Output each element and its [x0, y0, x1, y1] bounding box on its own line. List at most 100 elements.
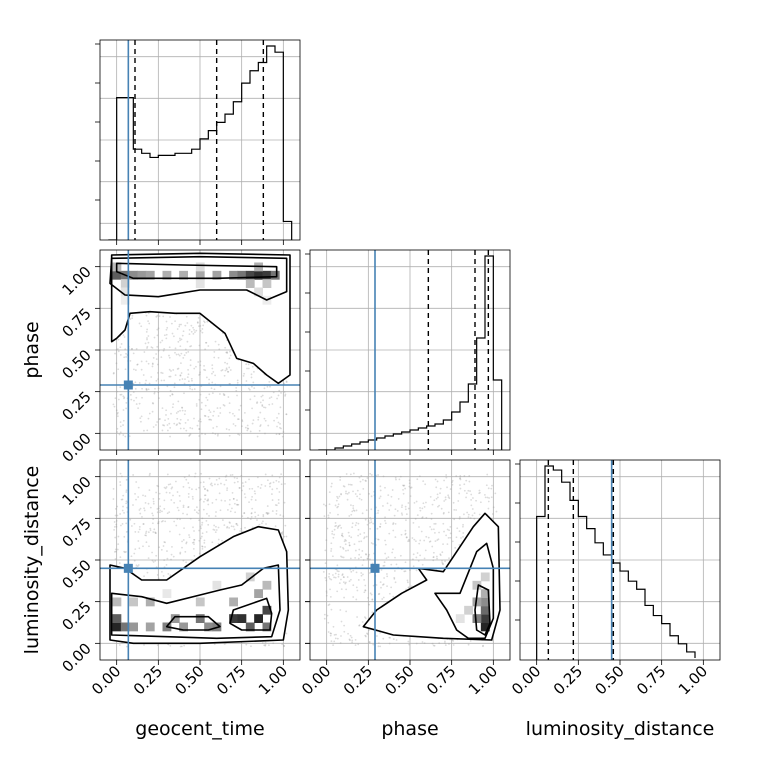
scatter-point: [156, 314, 159, 317]
scatter-point: [463, 513, 465, 516]
scatter-point: [354, 549, 357, 552]
scatter-point: [124, 435, 127, 438]
scatter-point: [340, 555, 342, 558]
scatter-point: [405, 536, 408, 539]
scatter-point: [375, 584, 378, 586]
scatter-point: [171, 406, 174, 409]
scatter-point: [342, 485, 345, 487]
scatter-point: [280, 473, 283, 476]
panel-content: [310, 250, 510, 450]
scatter-point: [162, 520, 164, 522]
panel-content: [310, 460, 510, 660]
scatter-point: [158, 315, 161, 318]
scatter-point: [353, 543, 356, 546]
scatter-point: [221, 519, 224, 521]
scatter-point: [377, 645, 380, 648]
y-tick-label: 0.25: [58, 388, 94, 424]
scatter-point: [334, 576, 337, 579]
scatter-point: [231, 491, 234, 494]
scatter-point: [133, 522, 136, 525]
scatter-point: [276, 416, 278, 419]
scatter-point: [350, 483, 353, 486]
scatter-point: [217, 343, 220, 346]
scatter-point: [223, 404, 226, 407]
scatter-point: [334, 637, 337, 640]
scatter-point: [405, 513, 408, 516]
scatter-point: [253, 387, 256, 390]
scatter-point: [427, 536, 430, 539]
scatter-point: [204, 415, 207, 417]
scatter-point: [202, 485, 205, 488]
scatter-point: [228, 402, 231, 405]
scatter-point: [386, 575, 389, 578]
scatter-point: [198, 398, 201, 401]
scatter-point: [206, 489, 209, 492]
scatter-point: [342, 556, 345, 559]
scatter-point: [146, 347, 148, 349]
scatter-point: [179, 518, 181, 521]
scatter-point: [268, 403, 271, 406]
scatter-point: [203, 364, 205, 367]
scatter-point: [259, 411, 262, 414]
scatter-point: [365, 509, 368, 512]
scatter-point: [342, 576, 345, 578]
scatter-point: [264, 641, 267, 644]
scatter-point: [382, 637, 385, 640]
scatter-point: [251, 422, 254, 425]
scatter-point: [216, 434, 219, 437]
scatter-point: [192, 541, 195, 544]
scatter-point: [185, 351, 188, 354]
density-background: [111, 253, 291, 384]
scatter-point: [371, 598, 374, 601]
scatter-point: [391, 489, 394, 491]
scatter-point: [191, 495, 194, 498]
scatter-point: [229, 350, 231, 353]
scatter-point: [179, 500, 182, 502]
scatter-point: [125, 356, 127, 358]
scatter-point: [189, 359, 192, 361]
scatter-point: [455, 509, 458, 511]
scatter-point: [421, 641, 424, 643]
scatter-point: [150, 346, 153, 349]
scatter-point: [436, 539, 439, 542]
scatter-point: [151, 346, 154, 349]
scatter-point: [149, 506, 152, 509]
scatter-point: [250, 373, 253, 376]
scatter-point: [148, 382, 151, 385]
scatter-point: [365, 553, 368, 556]
scatter-point: [116, 348, 119, 350]
scatter-point: [203, 494, 206, 497]
scatter-point: [151, 410, 154, 413]
scatter-point: [283, 645, 285, 647]
scatter-point: [442, 511, 445, 514]
scatter-point: [189, 385, 191, 388]
scatter-point: [206, 499, 209, 502]
scatter-point: [349, 473, 352, 476]
scatter-point: [200, 401, 203, 404]
scatter-point: [194, 331, 196, 334]
density-bin: [212, 580, 222, 590]
scatter-point: [157, 485, 160, 488]
scatter-point: [199, 371, 201, 374]
scatter-point: [245, 643, 248, 646]
scatter-point: [159, 509, 162, 512]
density-bin: [464, 605, 473, 615]
scatter-point: [330, 482, 333, 485]
scatter-point: [179, 374, 182, 377]
scatter-point: [280, 427, 282, 430]
scatter-point: [332, 574, 334, 576]
scatter-point: [379, 631, 381, 634]
scatter-point: [165, 320, 168, 323]
scatter-point: [247, 363, 250, 366]
scatter-point: [205, 376, 208, 379]
scatter-point: [471, 514, 474, 517]
scatter-point: [423, 642, 426, 645]
scatter-point: [146, 328, 149, 331]
scatter-point: [165, 414, 167, 416]
scatter-point: [179, 339, 181, 342]
scatter-point: [451, 481, 453, 484]
scatter-point: [226, 489, 228, 492]
scatter-point: [156, 363, 159, 366]
density-bin: [245, 622, 255, 632]
scatter-point: [153, 392, 156, 395]
